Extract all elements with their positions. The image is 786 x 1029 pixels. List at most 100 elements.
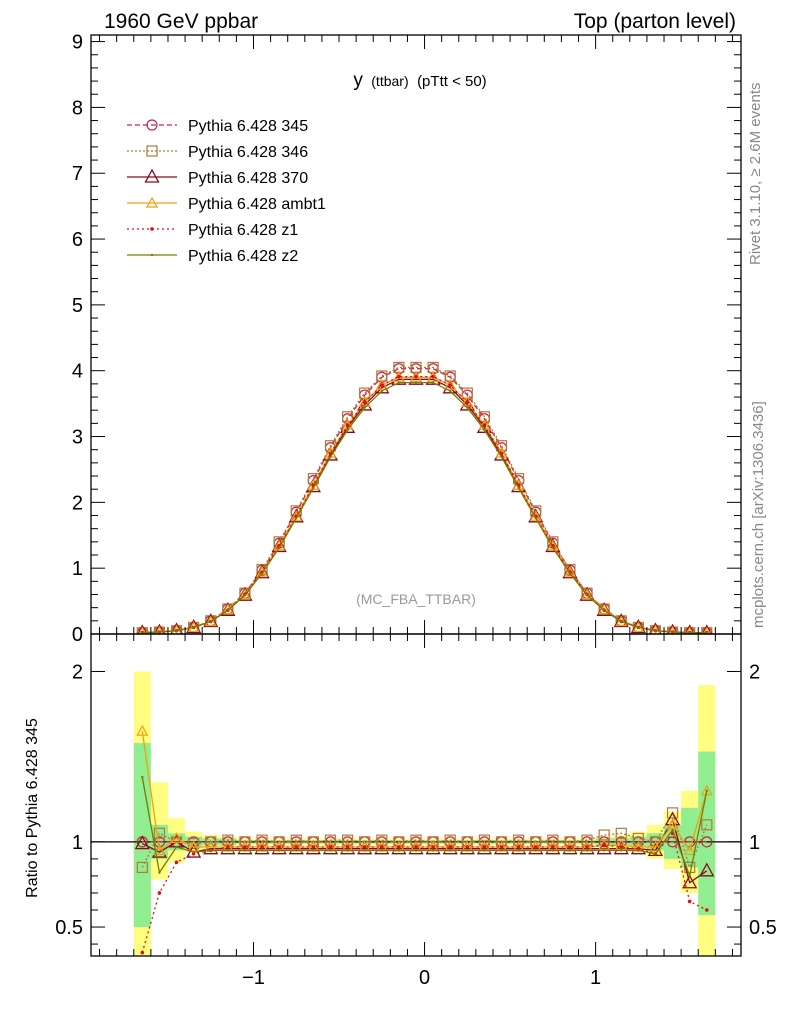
x-tick-label: 1 <box>590 967 601 989</box>
y-tick-label: 1 <box>72 558 83 580</box>
ratio-series-point <box>478 834 491 846</box>
series-point <box>226 609 230 612</box>
ratio-series-point <box>499 845 504 849</box>
series-point <box>273 539 286 551</box>
ratio-series-point <box>379 845 384 849</box>
series-point <box>529 509 542 521</box>
series-point <box>329 455 332 459</box>
series-point <box>341 411 354 423</box>
series-point <box>568 572 572 575</box>
ratio-series-point <box>192 850 195 854</box>
ratio-series-point <box>209 849 212 852</box>
series-point <box>221 603 234 615</box>
series-point <box>141 631 144 634</box>
ratio-y-tick-label-right: 1 <box>749 832 760 854</box>
series-point <box>345 423 350 428</box>
ratio-series-point <box>448 845 453 849</box>
ratio-series-point <box>534 849 537 852</box>
series-point <box>613 613 629 628</box>
ratio-series-point <box>482 845 487 849</box>
ratio-series-point <box>551 849 555 852</box>
ratio-series-point <box>547 834 559 846</box>
series-point <box>602 609 606 612</box>
series-point <box>175 629 178 632</box>
series-point <box>551 546 555 549</box>
legend-label: Pythia 6.428 z2 <box>188 248 298 265</box>
ratio-series-point <box>688 874 691 878</box>
ratio-series-point <box>615 827 627 839</box>
series-point <box>701 624 713 634</box>
series-point <box>137 624 148 634</box>
legend-marker <box>145 196 159 208</box>
ratio-series-line <box>141 831 708 953</box>
x-tick-label: 0 <box>419 967 430 989</box>
ratio-series-point <box>136 861 148 874</box>
series-line <box>142 366 707 634</box>
ratio-series-point <box>157 891 162 895</box>
series-point <box>546 539 559 551</box>
series-point <box>203 613 219 628</box>
series-point <box>380 389 383 393</box>
header-left: 1960 GeV ppbar <box>104 10 258 33</box>
series-point <box>483 428 486 432</box>
series-point <box>448 383 453 387</box>
ratio-series-point <box>226 845 230 849</box>
ratio-series-point <box>277 849 281 852</box>
ratio-series-point <box>602 843 606 848</box>
series-point <box>312 486 315 490</box>
series-point <box>688 631 691 634</box>
legend-entry: Pythia 6.428 ambt1 <box>127 196 326 213</box>
ratio-series-point <box>345 845 350 849</box>
header-right: Top (parton level) <box>574 10 736 33</box>
ratio-series-point <box>397 849 401 852</box>
series-point <box>517 486 520 490</box>
series-line <box>142 381 707 634</box>
ratio-series-point <box>290 834 302 846</box>
ratio-series-point <box>311 845 316 849</box>
series-point <box>449 389 452 393</box>
series-point <box>684 624 695 634</box>
ratio-series-point <box>585 849 589 852</box>
y-tick-label: 7 <box>72 163 83 185</box>
series-point <box>666 623 679 634</box>
ratio-series-point <box>700 784 713 796</box>
ratio-series-point <box>226 849 230 852</box>
series-point <box>153 623 166 634</box>
ratio-series-point <box>620 849 623 852</box>
series-point <box>290 509 303 521</box>
ratio-series-point <box>397 845 401 849</box>
ratio-y-tick-label: 2 <box>72 661 83 683</box>
ratio-frame <box>90 633 742 957</box>
ratio-series-point <box>701 836 713 848</box>
ratio-series-point <box>380 849 383 852</box>
series-point <box>620 620 623 623</box>
ratio-series-point <box>134 835 150 850</box>
series-point <box>409 371 423 382</box>
ratio-series-point <box>687 899 692 904</box>
legend-marker <box>150 227 154 231</box>
ratio-series-point <box>568 845 572 849</box>
series-point <box>414 381 418 384</box>
ratio-series-4 <box>140 831 709 955</box>
series-point <box>260 572 264 575</box>
ratio-y-label: Ratio to Pythia 6.428 345 <box>24 718 41 898</box>
ratio-series-point <box>701 819 713 831</box>
y-tick-label: 2 <box>72 492 83 514</box>
series-point <box>671 630 674 634</box>
series-point <box>243 593 247 597</box>
ratio-series-point <box>649 840 662 852</box>
ratio-series-line <box>141 811 708 870</box>
ratio-series-point <box>294 845 299 849</box>
ratio-series-point <box>243 849 247 852</box>
ratio-series-point <box>191 851 196 856</box>
legend-marker <box>144 168 160 183</box>
ratio-series-point <box>516 845 521 849</box>
series-point <box>397 381 401 384</box>
ratio-series-point <box>153 827 166 839</box>
ratio-series-point <box>684 861 696 874</box>
ratio-band-outer <box>133 671 716 956</box>
series-point <box>379 383 384 387</box>
series-point <box>397 374 401 379</box>
ratio-series-point <box>140 950 145 955</box>
ratio-series-line <box>141 776 708 879</box>
